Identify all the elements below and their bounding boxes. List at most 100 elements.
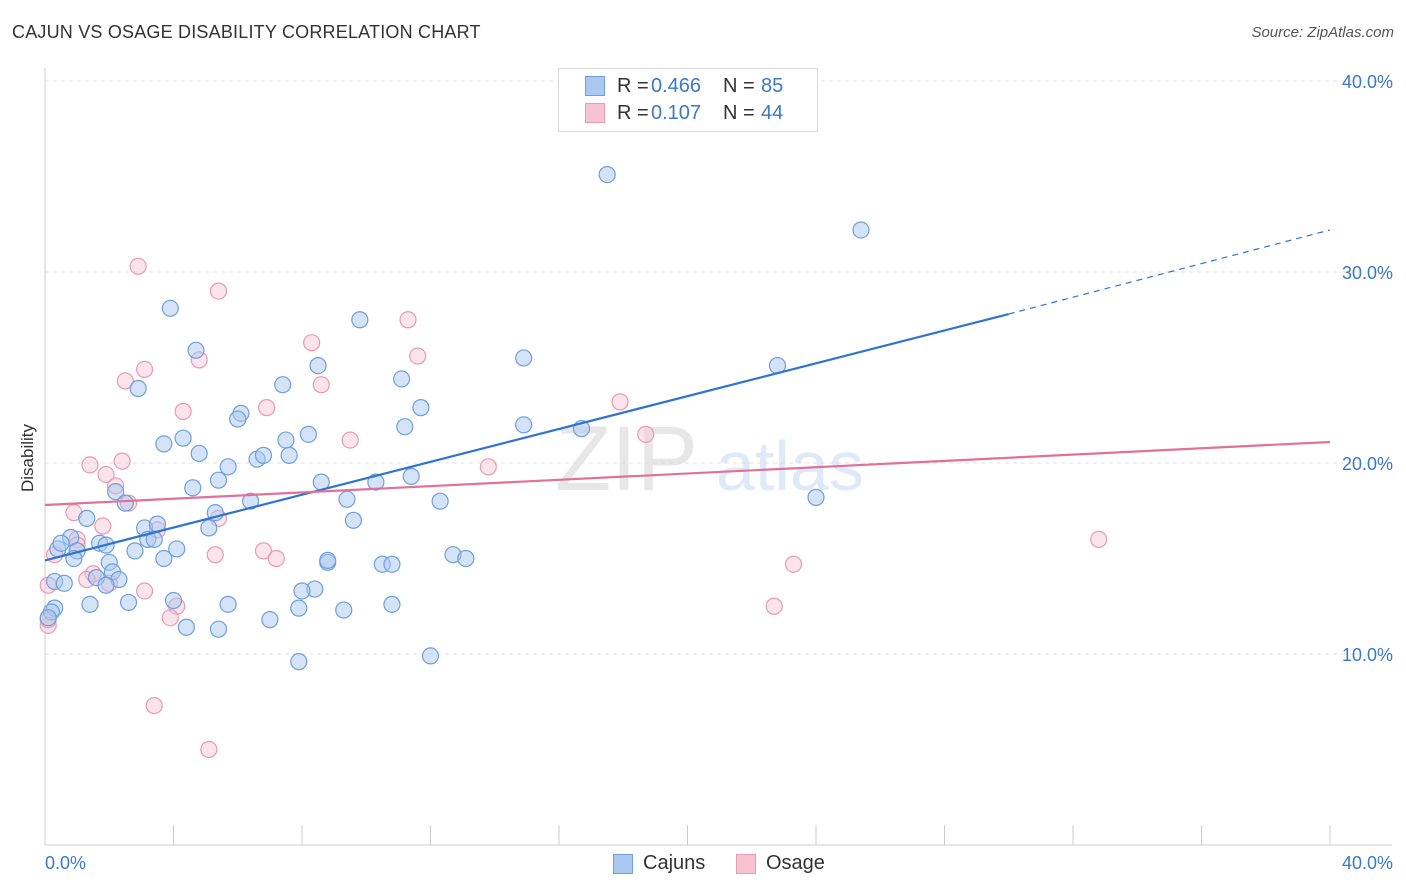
cajuns-point	[261, 611, 279, 629]
cajuns-point	[277, 431, 295, 449]
cajuns-point	[97, 576, 115, 594]
cajuns-point	[852, 221, 870, 239]
r-label: R =	[617, 74, 649, 97]
cajuns-point	[229, 410, 247, 428]
cajuns-point	[155, 549, 173, 568]
cajuns-point	[55, 574, 73, 592]
cajuns-point	[412, 399, 430, 417]
osage-legend-swatch	[736, 853, 756, 874]
y-axis-label: Disability	[18, 423, 37, 492]
osage-point	[267, 549, 285, 568]
cajuns-point	[335, 601, 353, 619]
cajuns-point	[209, 620, 228, 638]
cajuns-point	[190, 444, 208, 463]
r-value: 0.466	[651, 74, 702, 97]
cajuns-point	[598, 165, 616, 184]
cajuns-point	[52, 534, 70, 552]
osage-point	[97, 465, 115, 484]
osage-point	[1090, 530, 1108, 549]
x-tick-label: 0.0%	[45, 853, 86, 873]
stats-row-osage: R = 0.107 N = 44	[585, 100, 783, 126]
osage-point	[206, 546, 224, 564]
cajuns-point	[168, 540, 186, 558]
cajuns-legend-swatch	[613, 853, 633, 874]
osage-point	[341, 431, 359, 449]
cajuns-trend-extension	[1008, 229, 1331, 315]
osage-point	[399, 311, 417, 329]
x-tick-labels: 0.0% 40.0%	[45, 853, 1393, 873]
cajuns-point	[338, 490, 356, 508]
cajuns-point	[177, 618, 195, 636]
cajuns-point	[402, 467, 420, 485]
cajuns-point	[81, 595, 99, 613]
cajuns-point	[126, 542, 144, 560]
cajuns-point	[392, 370, 411, 388]
cajuns-point	[164, 591, 183, 610]
cajuns-points	[39, 165, 870, 671]
cajuns-point	[254, 446, 273, 464]
cajuns-point	[129, 379, 147, 398]
osage-point	[145, 696, 163, 715]
osage-point	[81, 456, 99, 474]
cajuns-point	[457, 549, 475, 568]
cajuns-point	[309, 356, 327, 375]
osage-point	[479, 458, 497, 476]
y-tick-label: 40.0%	[1342, 72, 1393, 92]
cajuns-point	[39, 609, 57, 627]
osage-point	[312, 376, 330, 394]
osage-point	[135, 360, 154, 379]
y-tick-label: 30.0%	[1342, 263, 1393, 283]
source-label: Source: ZipAtlas.com	[1251, 24, 1394, 41]
osage-point	[174, 402, 192, 421]
r-value: 0.107	[651, 101, 702, 124]
stats-row-cajuns: R = 0.466 N = 85	[585, 73, 783, 99]
osage-point	[200, 740, 218, 759]
legend-item-osage[interactable]: Osage	[736, 852, 825, 875]
osage-point	[116, 372, 134, 390]
x-tick-label: 40.0%	[1342, 853, 1393, 873]
cajuns-point	[209, 471, 228, 489]
osage-point	[637, 425, 655, 443]
osage-point	[254, 542, 273, 560]
cajuns-point	[421, 647, 440, 665]
trend-lines	[44, 229, 1331, 562]
osage-point	[784, 555, 803, 573]
cajuns-point	[515, 349, 533, 367]
n-value: 85	[761, 74, 784, 97]
legend-label-osage: Osage	[766, 852, 825, 874]
cajuns-point	[107, 483, 125, 501]
osage-point	[113, 452, 131, 470]
cajuns-point	[515, 416, 533, 434]
r-label: R =	[617, 101, 649, 124]
osage-point	[765, 597, 783, 615]
cajuns-point	[219, 595, 237, 613]
legend-item-cajuns[interactable]: Cajuns	[613, 852, 705, 875]
cajuns-point	[280, 446, 298, 464]
cajuns-point	[299, 425, 318, 443]
cajuns-point	[174, 429, 192, 447]
n-label: N =	[723, 74, 755, 97]
cajuns-point	[242, 492, 260, 510]
y-tick-labels: 10.0% 20.0% 30.0% 40.0%	[1342, 72, 1393, 665]
grid	[45, 80, 1392, 655]
osage-point	[409, 347, 427, 365]
n-value: 44	[761, 101, 784, 124]
osage-point	[258, 399, 276, 417]
cajuns-point	[187, 341, 205, 359]
osage-point	[129, 257, 147, 275]
y-tick-label: 20.0%	[1342, 454, 1393, 474]
n-label: N =	[723, 101, 755, 124]
osage-point	[94, 517, 112, 535]
cajuns-point	[293, 582, 311, 600]
osage-trend-line	[44, 440, 1331, 507]
chart-title: CAJUN VS OSAGE DISABILITY CORRELATION CH…	[12, 22, 481, 42]
cajuns-point	[119, 593, 138, 612]
cajuns-point	[116, 494, 134, 512]
osage-point	[303, 334, 321, 352]
legend-label-cajuns: Cajuns	[643, 852, 706, 874]
cajuns-point	[807, 488, 825, 506]
y-tick-label: 10.0%	[1342, 645, 1393, 665]
cajuns-point	[274, 376, 292, 394]
axes	[44, 68, 1392, 846]
